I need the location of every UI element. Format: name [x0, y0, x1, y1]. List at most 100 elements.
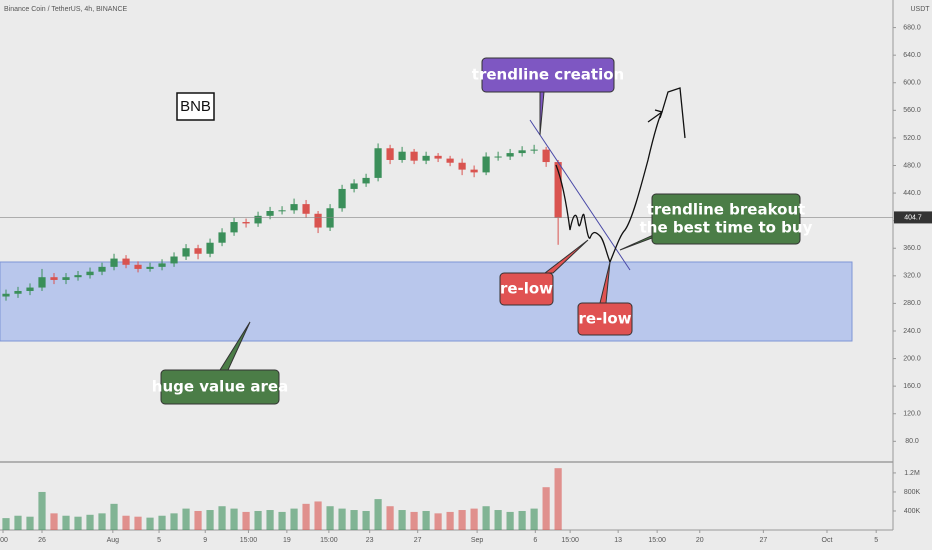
volume-bar [14, 515, 22, 530]
candle-body [422, 155, 430, 161]
volume-bar [374, 499, 382, 530]
x-tick-label: 23 [366, 537, 374, 544]
x-tick-label: 19 [283, 537, 291, 544]
volume-bar [326, 506, 334, 530]
volume-bar [194, 510, 202, 530]
volume-bar [122, 515, 130, 530]
projection-arrow [647, 87, 686, 139]
x-tick-label: Sep [471, 537, 484, 544]
volume-bar [302, 503, 310, 530]
x-tick-label: 26 [38, 537, 46, 544]
volume-bar [410, 511, 418, 530]
y-tick-label: 560.0 [903, 107, 921, 114]
y-tick-label: 320.0 [903, 273, 921, 280]
volume-bar [242, 511, 250, 530]
candle-body [338, 188, 346, 209]
current-price-box [894, 211, 932, 224]
x-tick-label: 27 [759, 537, 767, 544]
candle-body [218, 232, 226, 243]
value-area [0, 261, 853, 342]
volume-bar [386, 506, 394, 530]
y-tick-label: 640.0 [903, 52, 921, 59]
y-tick-label: 200.0 [903, 355, 921, 362]
current-price-label: 404.7 [904, 214, 922, 221]
candle-body [518, 150, 526, 154]
volume-bar [314, 501, 322, 530]
candle-body [302, 204, 310, 214]
callout-text: trendline breakout [647, 201, 806, 219]
callout-box [160, 369, 280, 405]
volume-bar [206, 510, 214, 530]
volume-bar [350, 510, 358, 530]
x-tick-label: 15:00 [561, 537, 579, 544]
volume-bar [266, 510, 274, 530]
volume-bar [506, 511, 514, 530]
candle-body [122, 258, 130, 265]
candle-body [386, 148, 394, 160]
x-tick-label: 15:00 [648, 537, 666, 544]
volume-bar [518, 510, 526, 530]
candle-body [170, 256, 178, 264]
y-tick-label: 440.0 [903, 190, 921, 197]
candle-body [254, 215, 262, 224]
candle-body [530, 149, 538, 151]
candle-body [326, 208, 334, 228]
callout-box [499, 272, 554, 306]
candle-body [290, 204, 298, 211]
candle-body [350, 183, 358, 189]
y-tick-label: 520.0 [903, 135, 921, 142]
x-tick-label: 9 [203, 537, 207, 544]
y-tick-label: 680.0 [903, 24, 921, 31]
candle-body [110, 258, 118, 267]
volume-tick-label: 400K [904, 508, 921, 515]
x-tick-label: 27 [414, 537, 422, 544]
candle-body [194, 248, 202, 254]
volume-bar [38, 491, 46, 530]
callout-text: the best time to buy [640, 219, 813, 237]
y-tick-label: 120.0 [903, 411, 921, 418]
callout-box [577, 302, 633, 336]
candle-body [482, 156, 490, 173]
y-tick-label: 600.0 [903, 80, 921, 87]
y-tick-label: 280.0 [903, 300, 921, 307]
volume-bar [530, 508, 538, 530]
candle-body [554, 162, 562, 218]
volume-bar [50, 513, 58, 530]
volume-bar [74, 516, 82, 530]
volume-bar [158, 515, 166, 530]
callout-text: huge value area [152, 378, 288, 396]
candle-body [542, 149, 550, 163]
x-tick-label: 15:00 [320, 537, 338, 544]
candle-body [494, 156, 502, 158]
candle-body [458, 162, 466, 170]
candle-body [62, 277, 70, 280]
volume-bar [290, 508, 298, 530]
callout-text: trendline creation [472, 66, 624, 84]
candle-body [374, 148, 382, 178]
volume-bar [110, 503, 118, 530]
volume-bar [422, 510, 430, 530]
callout-box [651, 193, 801, 245]
callout-text: re-low [500, 280, 553, 298]
volume-bar [254, 510, 262, 530]
candle-body [314, 213, 322, 228]
volume-bar [482, 506, 490, 530]
volume-bar [98, 513, 106, 530]
x-tick-label: Oct [822, 537, 833, 544]
trendline [529, 119, 631, 271]
candle-body [242, 222, 250, 224]
volume-bar [434, 513, 442, 530]
candle-body [98, 266, 106, 272]
candle-body [398, 151, 406, 160]
candle-body [50, 277, 58, 280]
label-box [176, 92, 215, 121]
volume-bar [230, 508, 238, 530]
volume-bar [554, 468, 562, 530]
candle-body [146, 266, 154, 269]
candle-body [2, 293, 10, 297]
candle-body [506, 153, 514, 157]
volume-tick-label: 800K [904, 489, 921, 496]
volume-bar [458, 510, 466, 530]
chart-title: Binance Coin / TetherUS, 4h, BINANCE [4, 6, 128, 13]
volume-bar [362, 510, 370, 530]
